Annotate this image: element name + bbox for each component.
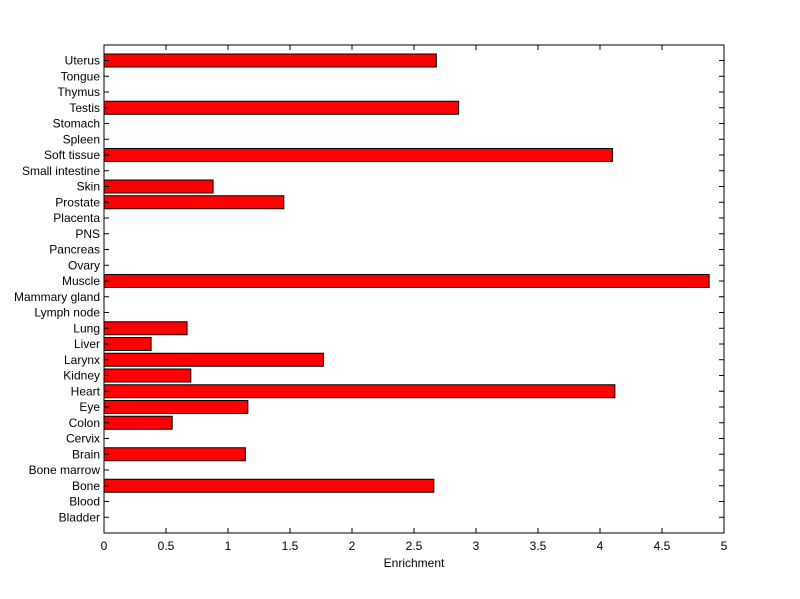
y-tick-label-ovary: Ovary xyxy=(68,258,100,272)
y-tick-label-lung: Lung xyxy=(73,321,100,335)
plot-frame xyxy=(103,44,725,534)
y-tick-label-bone: Bone xyxy=(72,479,100,493)
y-tick-label-prostate: Prostate xyxy=(55,195,100,209)
y-tick-label-bladder: Bladder xyxy=(59,510,100,524)
y-tick-label-eye: Eye xyxy=(79,400,100,414)
bar-uterus xyxy=(103,53,437,68)
x-axis-label: Enrichment xyxy=(384,556,445,570)
y-tick-label-tongue: Tongue xyxy=(61,69,101,83)
x-tick-label: 5 xyxy=(721,539,728,553)
bar-larynx xyxy=(103,352,324,367)
y-tick-label-testis: Testis xyxy=(69,101,100,115)
y-tick-label-muscle: Muscle xyxy=(62,274,100,288)
bar-brain xyxy=(103,447,246,462)
y-tick-label-uterus: Uterus xyxy=(65,54,100,68)
y-tick-label-spleen: Spleen xyxy=(63,132,100,146)
x-tick-label: 2.5 xyxy=(406,539,423,553)
y-tick-label-skin: Skin xyxy=(77,180,100,194)
bar-soft-tissue xyxy=(103,148,613,162)
bar-testis xyxy=(103,100,460,115)
bar-muscle xyxy=(103,274,710,288)
y-tick-label-larynx: Larynx xyxy=(64,353,100,367)
bar-skin xyxy=(103,179,214,194)
x-tick-label: 1 xyxy=(225,539,232,553)
y-tick-label-stomach: Stomach xyxy=(53,117,100,131)
y-tick-label-soft-tissue: Soft tissue xyxy=(44,148,100,162)
x-tick-label: 2 xyxy=(349,539,356,553)
y-tick-label-liver: Liver xyxy=(74,337,100,351)
y-tick-label-kidney: Kidney xyxy=(63,369,100,383)
x-tick-label: 1.5 xyxy=(282,539,299,553)
x-tick-label: 4.5 xyxy=(654,539,671,553)
y-tick-label-blood: Blood xyxy=(69,495,100,509)
bar-bone xyxy=(103,478,435,493)
y-tick-label-pns: PNS xyxy=(75,227,100,241)
x-tick-label: 0.5 xyxy=(158,539,175,553)
y-tick-label-lymph-node: Lymph node xyxy=(34,306,100,320)
bar-lung xyxy=(103,321,188,336)
y-tick-label-small-intestine: Small intestine xyxy=(22,164,100,178)
y-tick-label-mammary-gland: Mammary gland xyxy=(14,290,100,304)
y-tick-label-heart: Heart xyxy=(71,384,101,398)
x-axis-ticks: 0 0.5 1 1.5 2 2.5 3 3.5 4 4.5 5 xyxy=(101,45,728,553)
bar-kidney xyxy=(103,368,192,383)
y-tick-label-cervix: Cervix xyxy=(66,432,100,446)
y-tick-label-pancreas: Pancreas xyxy=(49,243,100,257)
x-tick-label: 0 xyxy=(101,539,108,553)
y-tick-label-thymus: Thymus xyxy=(57,85,100,99)
y-tick-label-bone-marrow: Bone marrow xyxy=(29,463,101,477)
y-tick-label-placenta: Placenta xyxy=(53,211,100,225)
bar-eye xyxy=(103,400,249,414)
x-tick-label: 3.5 xyxy=(530,539,547,553)
y-tick-label-colon: Colon xyxy=(69,416,100,430)
bar-colon xyxy=(103,415,173,430)
y-tick-label-brain: Brain xyxy=(72,447,100,461)
x-tick-label: 3 xyxy=(473,539,480,553)
x-tick-label: 4 xyxy=(597,539,604,553)
bar-prostate xyxy=(103,195,285,210)
bar-heart xyxy=(103,384,616,399)
bar-liver xyxy=(103,337,152,351)
